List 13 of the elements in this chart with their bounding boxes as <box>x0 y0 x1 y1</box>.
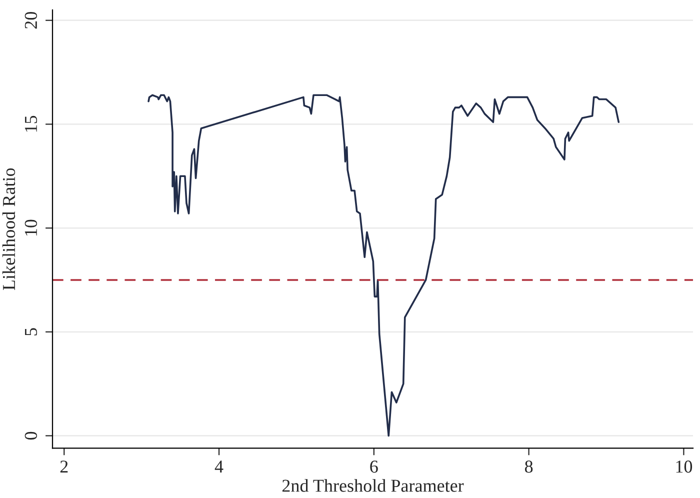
x-tick-label: 10 <box>676 460 692 473</box>
y-tick-label: 0 <box>24 432 38 440</box>
x-tick-label: 2 <box>60 460 68 473</box>
y-tick-label: 5 <box>25 328 38 336</box>
x-axis-title: 2nd Threshold Parameter <box>282 479 464 492</box>
y-axis-title: Likelihood Ratio <box>2 168 16 290</box>
y-tick-label: 20 <box>24 12 38 29</box>
line-series <box>148 94 620 437</box>
x-tick-label: 6 <box>370 460 378 473</box>
x-tick-label: 8 <box>524 460 533 473</box>
y-tick-label: 10 <box>24 220 38 236</box>
y-tick-label: 15 <box>24 116 38 132</box>
x-tick-label: 4 <box>214 460 224 473</box>
